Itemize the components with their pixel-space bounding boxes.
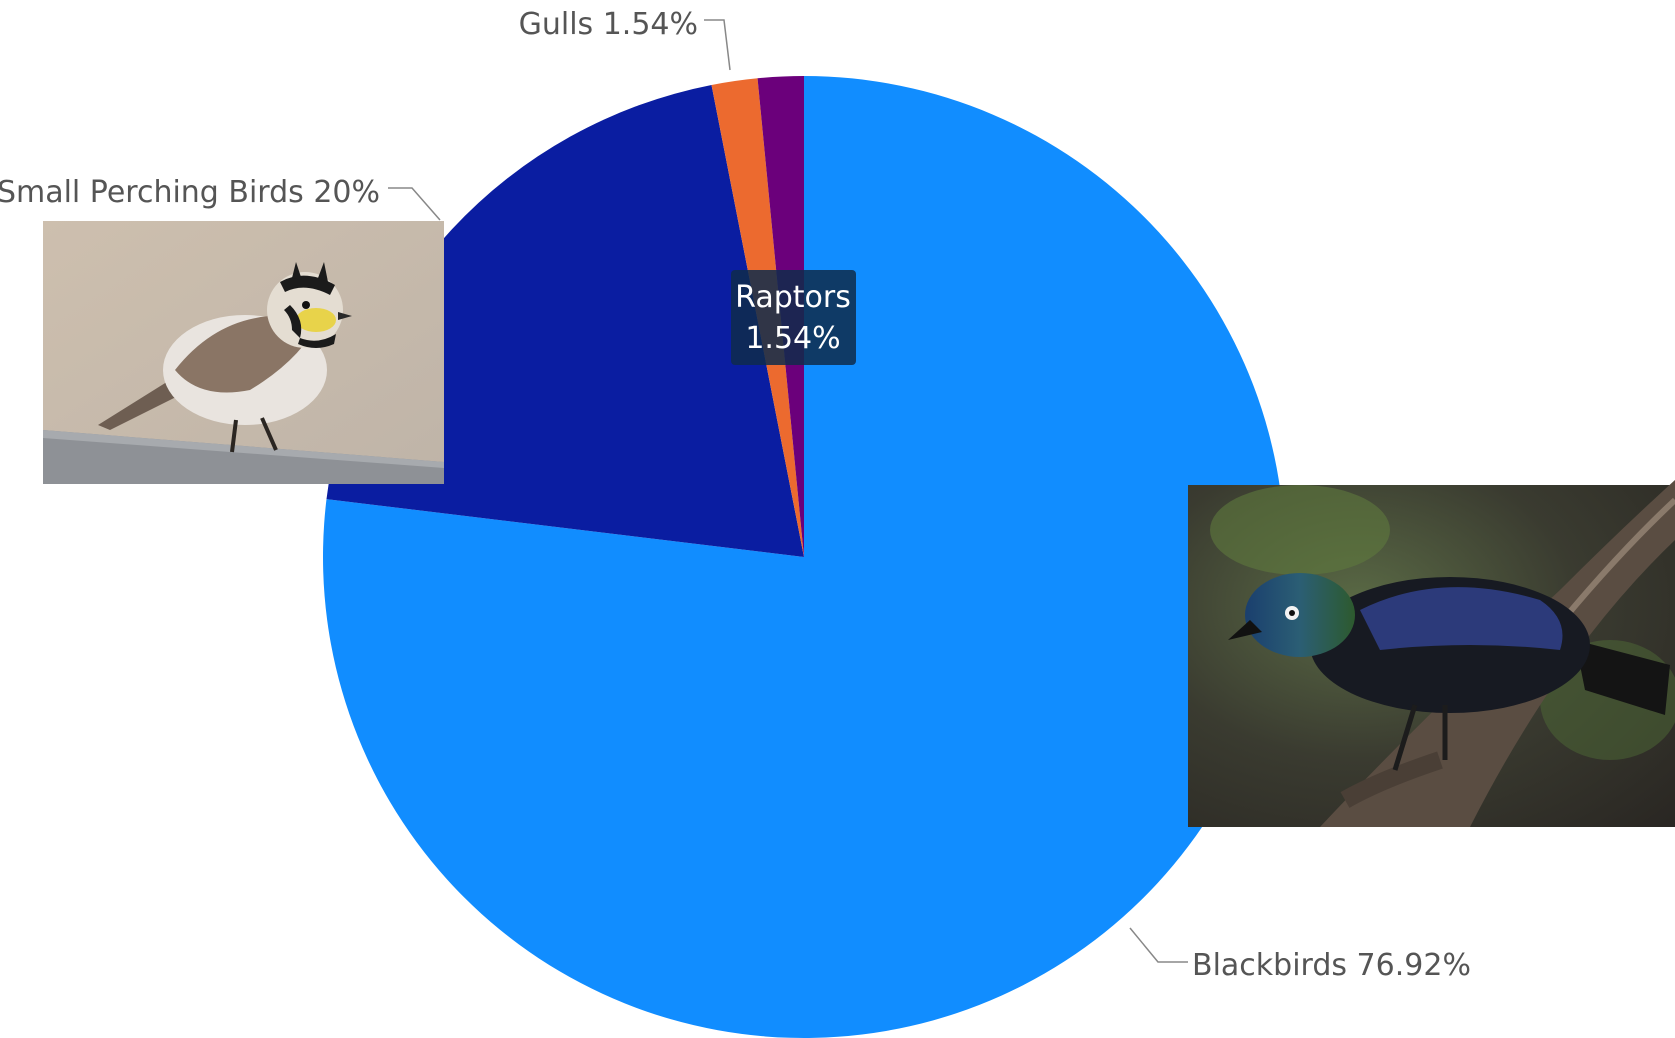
horned-lark-photo — [43, 221, 444, 484]
tooltip-value: 1.54% — [745, 321, 840, 356]
leader-lines — [388, 19, 1188, 963]
leader-line-blackbirds — [1129, 927, 1188, 963]
leader-line-gulls — [704, 19, 731, 71]
common-grackle-photo — [1188, 480, 1675, 827]
slice-small-perching-birds[interactable] — [326, 84, 804, 557]
tooltip: Raptors 1.54% — [731, 270, 856, 365]
slice-label-small-perching-birds: Small Perching Birds 20% — [0, 175, 380, 210]
tooltip-category: Raptors — [735, 280, 851, 315]
leader-line-small-perching-birds — [388, 187, 441, 221]
slice-label-blackbirds: Blackbirds 76.92% — [1192, 948, 1471, 983]
pie-slices — [322, 76, 1285, 1038]
slice-label-gulls: Gulls 1.54% — [519, 7, 698, 42]
